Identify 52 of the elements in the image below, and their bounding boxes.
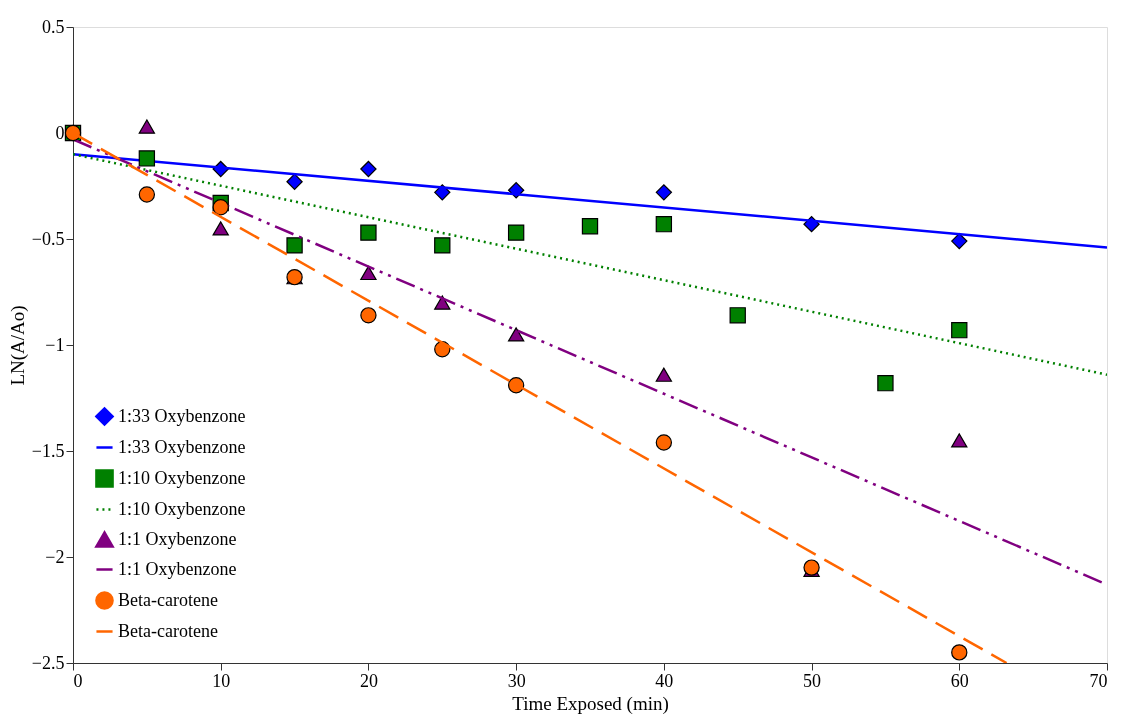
point [507, 327, 525, 342]
point [360, 265, 377, 281]
point [655, 367, 673, 382]
x-tick-label: 70 [1089, 670, 1108, 691]
point [360, 307, 377, 324]
point [138, 119, 156, 134]
legend-label: 1:1 Oxybenzone [118, 528, 237, 549]
legend-label: 1:33 Oxybenzone [118, 405, 246, 426]
point [729, 307, 746, 324]
point [286, 237, 303, 254]
y-tick-label: −2.5 [31, 652, 65, 673]
y-tick-label: −0.5 [31, 228, 65, 249]
point [951, 232, 968, 250]
y-tick-label: 0.5 [42, 16, 65, 37]
x-tick-label: 60 [950, 670, 969, 691]
x-tick-label: 10 [212, 670, 231, 691]
point [286, 173, 303, 190]
x-tick-label: 0 [73, 670, 83, 691]
x-axis-title: Time Exposed (min) [512, 692, 669, 715]
legend-label: 1:10 Oxybenzone [118, 498, 246, 519]
point [951, 644, 968, 661]
point [434, 237, 451, 254]
legend-label: 1:1 Oxybenzone [118, 558, 237, 579]
legend-label: 1:10 Oxybenzone [118, 467, 246, 488]
point [655, 184, 673, 201]
point [655, 215, 673, 233]
point [360, 224, 377, 241]
point [951, 433, 968, 448]
x-tick-label: 30 [507, 670, 526, 691]
y-tick-label: −1.5 [31, 440, 65, 461]
point [434, 295, 451, 310]
y-tick-label: −2 [45, 546, 65, 567]
x-tick-label: 50 [803, 670, 822, 691]
y-tick-label: −1 [45, 334, 65, 355]
legend-label: Beta-carotene [118, 620, 218, 641]
point [507, 377, 525, 394]
legend-label: 1:33 Oxybenzone [118, 436, 246, 457]
x-tick-label: 20 [359, 670, 378, 691]
point [507, 224, 525, 241]
point [212, 199, 229, 216]
point [138, 186, 156, 203]
y-axis-title: LN(A/Ao) [6, 305, 29, 386]
point [581, 218, 599, 235]
point [360, 160, 377, 178]
point [951, 321, 968, 339]
point [877, 374, 894, 392]
point [138, 150, 156, 167]
legend-label: Beta-carotene [118, 589, 218, 610]
point [212, 221, 229, 236]
y-tick-label: 0 [55, 122, 65, 143]
point [655, 434, 673, 451]
x-tick-label: 40 [655, 670, 674, 691]
